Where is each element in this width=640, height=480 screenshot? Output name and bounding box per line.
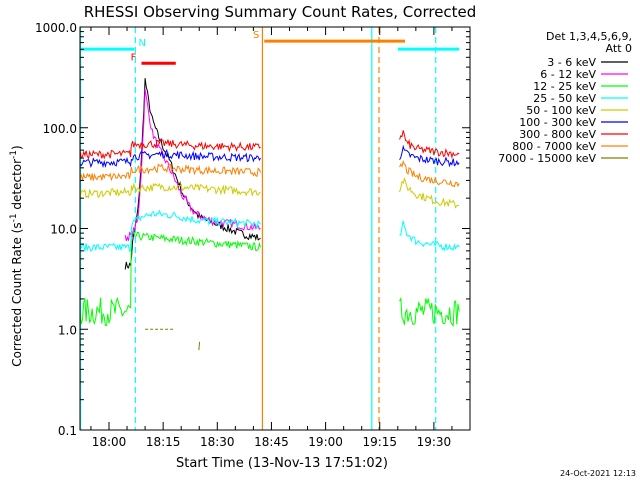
y-tick-label: 0.1 xyxy=(58,424,77,438)
y-tick-label: 100.0 xyxy=(43,122,77,136)
legend-label: 6 - 12 keV xyxy=(540,68,596,81)
legend-label: 25 - 50 keV xyxy=(533,92,596,105)
series-lines xyxy=(79,78,460,351)
series-line xyxy=(124,78,261,270)
y-tick-label: 10.0 xyxy=(50,223,77,237)
plot-frame xyxy=(79,26,471,431)
flag-label: F xyxy=(131,52,137,63)
x-tick-label: 19:00 xyxy=(308,435,343,449)
series-line xyxy=(124,89,261,241)
legend-label: 300 - 800 keV xyxy=(519,128,596,141)
legend-label: 50 - 100 keV xyxy=(526,104,596,117)
y-tick-label: 1.0 xyxy=(58,323,77,337)
series-line xyxy=(399,130,460,160)
x-axis: 18:00 18:15 18:30 18:45 19:00 19:15 19:30 xyxy=(90,27,453,449)
flag-bars: NF S xyxy=(80,30,460,65)
y-axis-label-part: Corrected Count Rate (s xyxy=(10,222,24,366)
legend-label: 12 - 25 keV xyxy=(533,80,596,93)
y-axis-label-exponent: -1 xyxy=(9,213,19,222)
legend-label: 7000 - 15000 keV xyxy=(498,152,596,165)
x-axis-label: Start Time (13-Nov-13 17:51:02) xyxy=(176,456,388,471)
legend-header: Att 0 xyxy=(606,42,632,55)
series-line xyxy=(79,139,261,160)
x-tick-label: 19:30 xyxy=(417,435,452,449)
y-axis: 0.1 1.0 10.0 100.0 1000.0 xyxy=(35,21,470,438)
series-line xyxy=(399,177,460,209)
x-tick-label: 18:45 xyxy=(254,435,289,449)
legend-label: 100 - 300 keV xyxy=(519,116,596,129)
flag-label: S xyxy=(253,30,259,41)
flag-label: N xyxy=(139,38,146,49)
legend-header: Det 1,3,4,5,6,9, xyxy=(546,30,632,43)
series-line xyxy=(79,209,261,253)
y-axis-label: Corrected Count Rate (s-1 detector-1) xyxy=(9,145,24,366)
legend-label: 800 - 7000 keV xyxy=(512,140,596,153)
x-tick-label: 18:30 xyxy=(200,435,235,449)
series-line xyxy=(399,159,460,188)
legend-label: 3 - 6 keV xyxy=(547,56,596,69)
y-axis-label-part: ) xyxy=(10,145,24,150)
series-line xyxy=(399,296,460,327)
series-line xyxy=(79,182,261,199)
series-line xyxy=(79,148,262,169)
x-tick-label: 18:15 xyxy=(146,435,181,449)
y-axis-label-part: detector xyxy=(10,159,24,214)
x-tick-label: 19:15 xyxy=(362,435,397,449)
series-line xyxy=(198,341,201,351)
y-axis-label-exponent: -1 xyxy=(9,150,19,159)
chart-title: RHESSI Observing Summary Count Rates, Co… xyxy=(84,3,477,21)
y-tick-label: 1000.0 xyxy=(35,21,77,35)
series-line xyxy=(399,220,460,252)
x-tick-label: 18:00 xyxy=(92,435,127,449)
footer-date: 24-Oct-2021 12:13 xyxy=(560,469,636,478)
series-line xyxy=(399,144,460,168)
series-line xyxy=(79,231,262,327)
series-line xyxy=(79,163,262,182)
